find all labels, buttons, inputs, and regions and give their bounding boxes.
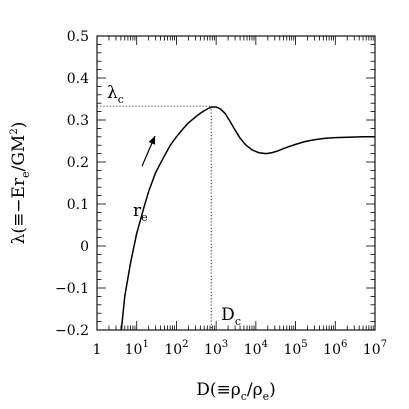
y-label-sub: e xyxy=(19,171,32,178)
y-axis-label: λ(≡−Ere/GM2) xyxy=(9,122,32,245)
x-label-sub1: c xyxy=(241,390,247,403)
r-e-arrow xyxy=(141,135,156,167)
r-e-annotation: re xyxy=(133,201,148,224)
d-c-sub: c xyxy=(235,315,241,328)
r-e-main: r xyxy=(133,201,142,221)
x-tick-label: 102 xyxy=(164,339,188,358)
critical-guides xyxy=(97,105,212,330)
x-tick-label: 1 xyxy=(93,342,102,358)
y-label-sup: 2 xyxy=(9,128,20,134)
y-tick-label: 0.2 xyxy=(67,155,89,171)
lambda-c-sub: c xyxy=(118,93,124,106)
r-e-sub: e xyxy=(141,211,148,224)
r-e-arrow-head xyxy=(148,135,156,145)
y-tick-label: −0.2 xyxy=(55,323,89,339)
d-c-annotation: Dc xyxy=(221,305,241,328)
plot-frame xyxy=(96,35,376,331)
y-label-end: ) xyxy=(9,122,29,129)
series-line-0 xyxy=(120,106,375,331)
y-label-main: λ(≡−Er xyxy=(9,177,29,244)
y-tick-label: 0.3 xyxy=(67,113,89,129)
series xyxy=(120,106,375,331)
y-tick-label: 0.1 xyxy=(67,197,89,213)
y-tick-label: 0.4 xyxy=(67,71,89,87)
x-tick-label: 107 xyxy=(363,339,387,358)
y-tick-label: 0 xyxy=(80,239,89,255)
x-axis-label: D(≡ρc/ρe) xyxy=(196,380,276,403)
y-tick-label: −0.1 xyxy=(55,281,89,297)
x-tick-label: 105 xyxy=(283,339,307,358)
x-tick-label: 106 xyxy=(323,339,347,358)
x-tick-label: 103 xyxy=(204,339,228,358)
d-c-main: D xyxy=(221,305,235,325)
y-label-mid: /GM xyxy=(9,135,29,172)
x-label-main: D(≡ρ xyxy=(196,380,241,400)
lambda-c-annotation: λc xyxy=(107,83,124,106)
x-tick-label: 104 xyxy=(244,339,268,358)
axis-frame xyxy=(96,35,376,331)
y-tick-label: 0.5 xyxy=(67,29,89,45)
x-label-end: ) xyxy=(269,380,276,400)
x-label-mid: /ρ xyxy=(247,380,263,400)
lambda-c-main: λ xyxy=(107,83,118,103)
x-tick-label: 101 xyxy=(125,339,149,358)
tick-labels: 0.5 0.4 0.3 0.2 0.1 0 −0.1 −0.21 101 102 103 104 105… xyxy=(55,29,387,358)
x-label-sub2: e xyxy=(263,390,270,403)
ticks xyxy=(97,36,375,330)
